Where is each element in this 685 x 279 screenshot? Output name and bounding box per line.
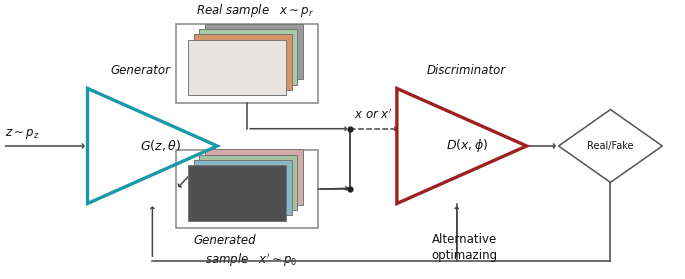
Text: Alternative: Alternative <box>432 234 497 246</box>
FancyBboxPatch shape <box>188 165 286 221</box>
Text: $z \sim p_z$: $z \sim p_z$ <box>5 127 39 141</box>
Text: Real/Fake: Real/Fake <box>587 141 634 151</box>
Text: Discriminator: Discriminator <box>427 64 506 77</box>
Text: optimazing: optimazing <box>432 249 498 262</box>
FancyBboxPatch shape <box>199 155 297 210</box>
FancyBboxPatch shape <box>205 24 303 79</box>
Text: $D(x,\phi)$: $D(x,\phi)$ <box>445 138 488 155</box>
FancyBboxPatch shape <box>205 149 303 205</box>
Text: $x$ or $x'$: $x$ or $x'$ <box>354 107 393 122</box>
Text: Generator: Generator <box>110 64 171 77</box>
Text: $G(z,\theta)$: $G(z,\theta)$ <box>140 138 181 153</box>
FancyBboxPatch shape <box>176 24 318 103</box>
FancyBboxPatch shape <box>176 150 318 229</box>
FancyBboxPatch shape <box>188 40 286 95</box>
FancyBboxPatch shape <box>194 34 292 90</box>
FancyBboxPatch shape <box>194 160 292 215</box>
Text: Generated: Generated <box>194 234 257 247</box>
Text: Real sample   $x \sim p_r$: Real sample $x \sim p_r$ <box>196 3 314 20</box>
FancyBboxPatch shape <box>199 29 297 85</box>
Text: sample   $x' \sim p_0$: sample $x' \sim p_0$ <box>205 251 297 269</box>
